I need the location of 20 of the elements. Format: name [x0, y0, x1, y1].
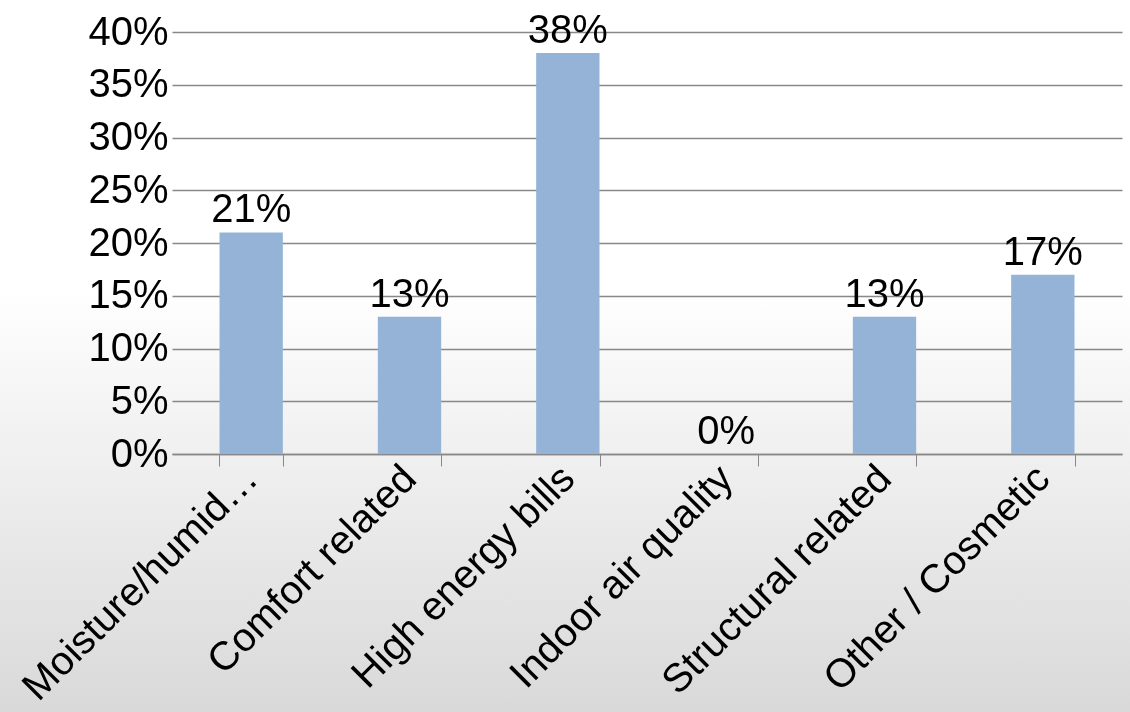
y-tick-label: 25%: [88, 166, 169, 211]
y-tick-label: 35%: [88, 61, 169, 106]
y-tick-label: 40%: [88, 8, 169, 53]
y-tick-label: 20%: [88, 219, 169, 264]
data-label: 38%: [527, 7, 608, 52]
bar: [377, 316, 442, 454]
y-tick-label: 15%: [88, 272, 169, 317]
data-label: 21%: [211, 186, 292, 231]
bar: [1011, 274, 1075, 454]
bar: [852, 316, 917, 454]
y-tick-label: 0%: [110, 430, 169, 475]
data-label: 13%: [369, 270, 450, 315]
data-label: 0%: [697, 408, 756, 452]
data-label: 17%: [1002, 228, 1083, 273]
y-tick-label: 5%: [110, 377, 169, 422]
bar: [219, 232, 283, 454]
y-tick-label: 10%: [88, 325, 169, 369]
bar: [536, 53, 600, 454]
data-label: 13%: [844, 270, 925, 315]
y-tick-label: 30%: [88, 114, 169, 158]
